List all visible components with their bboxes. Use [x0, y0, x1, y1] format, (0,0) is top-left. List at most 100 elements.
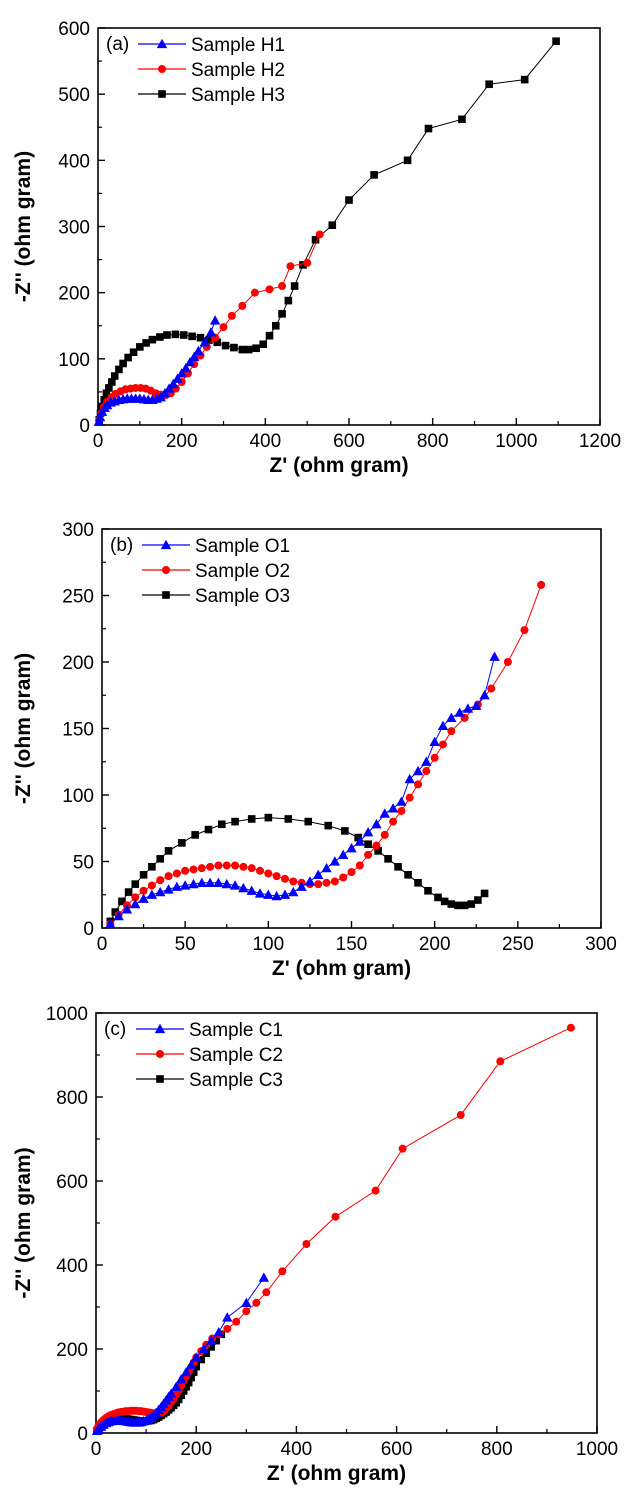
data-point — [184, 356, 196, 367]
data-point — [487, 684, 496, 693]
data-point — [437, 720, 449, 730]
y-tick-label: 300 — [58, 218, 90, 239]
series-sample-o3 — [106, 813, 489, 926]
plot-frame — [95, 1012, 598, 1434]
series-sample-o1 — [105, 651, 500, 929]
data-point — [124, 888, 133, 896]
data-point — [213, 338, 222, 347]
data-point — [232, 1317, 241, 1326]
data-point — [214, 861, 223, 870]
data-point — [238, 882, 249, 893]
data-point — [480, 889, 489, 898]
data-point — [537, 580, 546, 589]
data-point — [430, 753, 439, 762]
data-point — [405, 793, 414, 802]
data-point — [148, 335, 157, 344]
data-point — [264, 813, 273, 822]
data-point — [239, 862, 248, 871]
x-tick-label: 800 — [481, 1439, 513, 1460]
x-tick-label: 600 — [333, 431, 365, 452]
y-tick-label: 150 — [62, 720, 94, 741]
legend-entry: Sample C3 — [189, 1070, 283, 1091]
data-point — [204, 877, 216, 887]
y-axis-label: -Z'' (ohm gram) — [12, 1147, 35, 1298]
x-tick-label: 200 — [166, 431, 198, 452]
data-point — [246, 885, 257, 895]
data-point — [230, 343, 238, 352]
data-point — [176, 368, 187, 378]
data-point — [241, 1297, 252, 1307]
data-point — [429, 736, 440, 746]
data-point — [223, 1324, 232, 1333]
data-point — [404, 773, 415, 784]
data-point — [331, 1212, 340, 1221]
data-point — [315, 230, 324, 239]
x-tick-label: 150 — [336, 934, 368, 955]
data-point — [337, 849, 349, 860]
data-point — [229, 880, 241, 890]
data-point — [142, 339, 150, 347]
data-point — [212, 1336, 221, 1345]
data-point — [156, 876, 165, 885]
data-point — [403, 156, 412, 165]
legend-entry: Sample O2 — [195, 561, 290, 582]
data-point — [311, 235, 320, 244]
data-point — [227, 311, 236, 320]
data-point — [271, 321, 280, 330]
legend-entry: Sample C2 — [189, 1045, 283, 1066]
data-point — [219, 323, 228, 332]
data-point — [347, 868, 356, 877]
legend-marker — [154, 1023, 166, 1034]
data-point — [259, 340, 268, 349]
data-point — [412, 765, 424, 776]
data-point — [355, 861, 364, 870]
x-tick-label: 100 — [252, 934, 284, 955]
series-sample-h3 — [95, 37, 560, 424]
data-point — [364, 840, 372, 849]
data-point — [421, 756, 432, 766]
data-point — [265, 331, 274, 340]
data-point — [278, 310, 286, 318]
data-point — [370, 171, 378, 179]
data-point — [414, 780, 423, 789]
data-point — [196, 333, 205, 342]
x-tick-label: 200 — [180, 1439, 212, 1460]
data-point — [111, 908, 120, 916]
data-point — [244, 345, 253, 354]
data-point — [329, 856, 341, 866]
data-point — [202, 1349, 211, 1357]
data-point — [321, 862, 332, 873]
data-point — [372, 841, 381, 850]
data-point — [189, 1368, 198, 1376]
data-point — [345, 196, 353, 204]
x-tick-label: 800 — [417, 431, 449, 452]
data-point — [414, 878, 422, 887]
data-point — [196, 877, 207, 887]
data-point — [398, 1144, 407, 1153]
data-point — [217, 820, 226, 829]
data-point — [566, 1023, 575, 1032]
legend-marker — [156, 38, 168, 49]
data-point — [170, 1381, 182, 1391]
panel-label: (c) — [104, 1019, 126, 1040]
x-tick-label: 200 — [419, 934, 451, 955]
data-point — [460, 901, 469, 910]
x-tick-label: 0 — [93, 431, 104, 452]
y-tick-label: 0 — [77, 1424, 88, 1445]
data-point — [181, 866, 190, 875]
y-tick-label: 100 — [58, 350, 90, 371]
data-point — [156, 855, 165, 863]
legend-marker — [162, 566, 170, 574]
x-tick-label: 50 — [175, 934, 196, 955]
data-point — [187, 1373, 195, 1382]
data-point — [440, 897, 449, 906]
data-point — [396, 796, 407, 806]
data-point — [424, 124, 433, 133]
data-point — [189, 865, 198, 874]
data-point — [221, 341, 230, 350]
y-tick-label: 1000 — [46, 1004, 88, 1025]
data-point — [110, 372, 119, 380]
data-point — [263, 889, 274, 899]
data-point — [185, 1359, 197, 1370]
data-point — [434, 893, 442, 902]
